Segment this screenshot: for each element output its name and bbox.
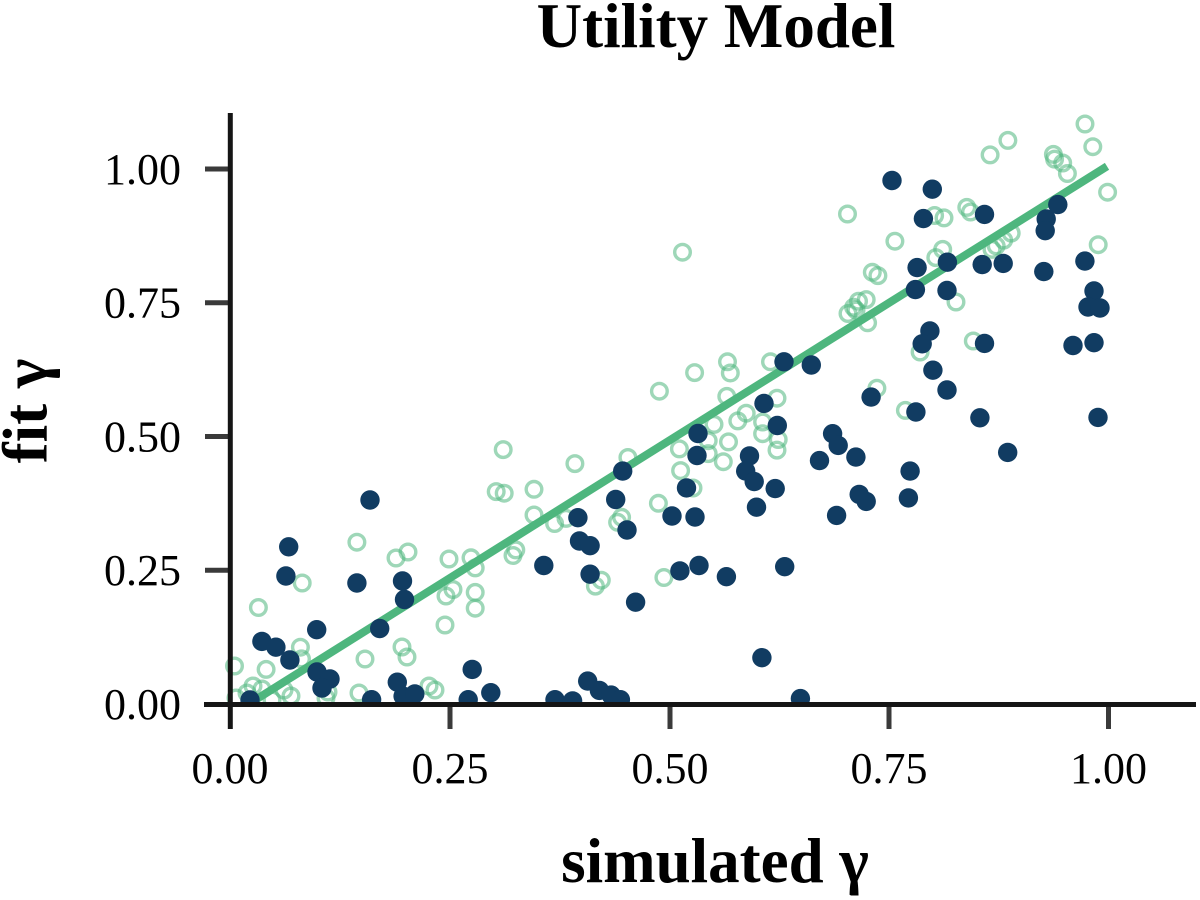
svg-text:0.50: 0.50 (104, 412, 181, 461)
svg-text:1.00: 1.00 (104, 145, 181, 194)
svg-text:0.00: 0.00 (192, 744, 269, 793)
svg-text:fit γ: fit γ (0, 359, 61, 464)
svg-text:0.25: 0.25 (412, 744, 489, 793)
svg-text:0.25: 0.25 (104, 546, 181, 595)
svg-text:0.00: 0.00 (104, 680, 181, 729)
svg-text:Utility Model: Utility Model (537, 0, 896, 61)
svg-text:0.50: 0.50 (632, 744, 709, 793)
svg-text:simulated γ: simulated γ (561, 826, 869, 896)
svg-text:1.00: 1.00 (1070, 744, 1147, 793)
svg-text:0.75: 0.75 (104, 279, 181, 328)
svg-text:0.75: 0.75 (851, 744, 928, 793)
